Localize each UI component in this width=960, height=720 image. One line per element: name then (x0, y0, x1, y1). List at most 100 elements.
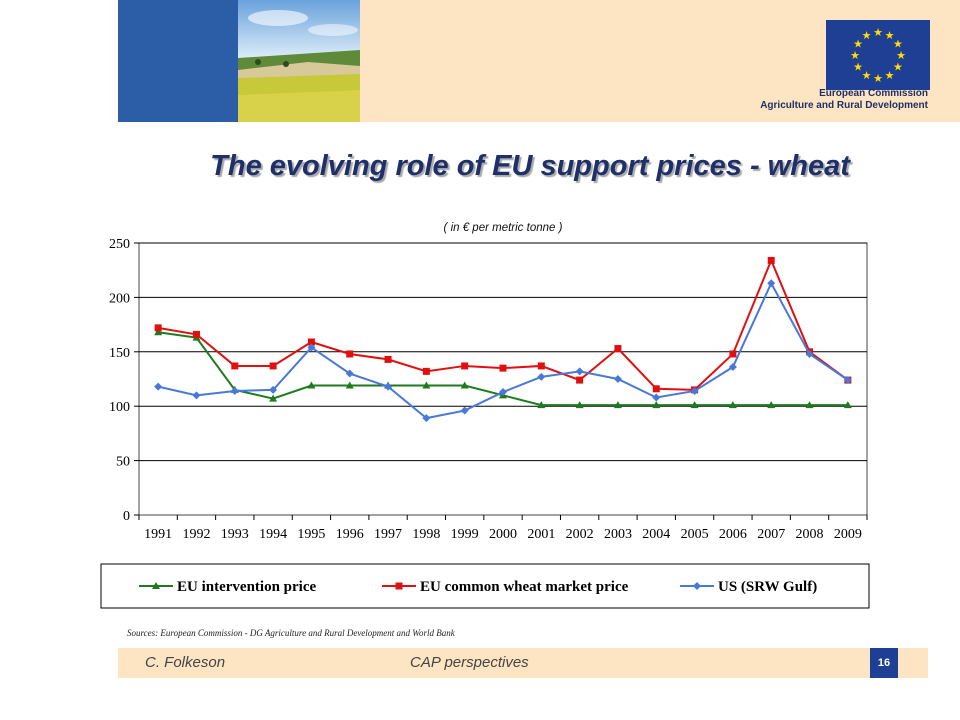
wheat-price-chart: ( in € per metric tonne ) 0 50 100 150 200 250… (92, 212, 882, 617)
data-point (537, 362, 545, 370)
data-point (345, 381, 354, 389)
data-point (843, 376, 852, 385)
legend-marker (693, 582, 701, 590)
eu-star-icon: ★ (853, 38, 863, 51)
data-point (384, 355, 392, 363)
data-point (729, 350, 737, 358)
data-point (154, 324, 162, 332)
data-point (230, 386, 239, 395)
y-tick-label: 0 (123, 509, 130, 524)
legend-marker (152, 582, 160, 589)
data-point (499, 364, 507, 372)
data-point (576, 376, 584, 384)
x-tick-label: 2003 (604, 527, 632, 542)
data-point (307, 338, 315, 346)
data-point (728, 401, 737, 409)
x-tick-label: 1994 (259, 527, 287, 542)
x-tick-label: 2000 (489, 527, 517, 542)
data-point (460, 406, 469, 415)
footer-center-text: CAP perspectives (410, 654, 529, 671)
x-tick-label: 2007 (757, 527, 785, 542)
eu-star-icon: ★ (893, 38, 903, 51)
x-tick-label: 2006 (719, 527, 747, 542)
data-point (422, 414, 431, 423)
data-point (192, 330, 200, 338)
y-tick-label: 100 (109, 400, 130, 415)
x-tick-label: 1991 (144, 527, 172, 542)
data-point (652, 401, 661, 409)
data-point (652, 385, 660, 393)
data-point (767, 401, 776, 409)
data-point (461, 362, 469, 370)
chart-subtitle: ( in € per metric tonne ) (444, 222, 563, 234)
landscape-photo (238, 0, 360, 122)
slide-title: The evolving role of EU support prices -… (210, 150, 850, 182)
header-blue-block (118, 0, 238, 122)
legend-box (100, 563, 870, 609)
data-point (575, 367, 584, 376)
footer-band (118, 648, 928, 678)
x-tick-label: 1999 (451, 527, 479, 542)
eu-star-icon: ★ (885, 69, 895, 82)
eu-star-icon: ★ (862, 29, 872, 42)
y-tick-label: 50 (116, 455, 130, 470)
data-point (307, 343, 316, 352)
data-point (192, 391, 201, 400)
x-tick-label: 2004 (642, 527, 670, 542)
data-point (690, 386, 699, 395)
data-point (422, 381, 431, 389)
data-point (460, 381, 469, 389)
x-tick-label: 1993 (221, 527, 249, 542)
data-point (613, 401, 622, 409)
plot-area (138, 242, 868, 516)
x-tick-label: 1996 (336, 527, 364, 542)
legend-marker (395, 582, 403, 590)
data-point (345, 369, 354, 378)
data-point (805, 401, 814, 409)
data-point (269, 394, 278, 402)
data-point (346, 350, 354, 358)
data-point (499, 388, 507, 397)
data-point (154, 382, 163, 391)
legend-label: EU intervention price (177, 579, 316, 595)
eu-star-icon: ★ (893, 61, 903, 74)
data-point (805, 349, 814, 358)
eu-star-icon: ★ (850, 49, 860, 62)
data-point (614, 345, 622, 353)
eu-star-icon: ★ (873, 26, 883, 39)
x-tick-label: 1992 (182, 527, 210, 542)
data-point (269, 385, 278, 394)
x-tick-label: 2005 (681, 527, 709, 542)
eu-star-icon: ★ (862, 69, 872, 82)
eu-star-icon: ★ (873, 72, 883, 85)
y-tick-label: 250 (109, 237, 130, 252)
data-point (767, 256, 775, 264)
x-tick-label: 2009 (834, 527, 862, 542)
y-tick-label: 200 (109, 291, 130, 306)
eu-flag-logo: ★ ★ ★ ★ ★ ★ ★ ★ ★ ★ ★ ★ (826, 20, 930, 90)
eu-star-icon: ★ (885, 29, 895, 42)
x-tick-label: 2008 (796, 527, 824, 542)
eu-star-icon: ★ (853, 61, 863, 74)
data-point (575, 401, 584, 409)
y-tick-label: 150 (109, 346, 130, 361)
data-point (767, 279, 776, 288)
source-note: Sources: European Commission - DG Agricu… (127, 628, 455, 638)
data-point (384, 382, 393, 391)
series-2 (154, 279, 852, 423)
legend-label: US (SRW Gulf) (718, 579, 817, 595)
data-point (690, 401, 699, 409)
data-point (422, 367, 430, 375)
eu-star-icon: ★ (896, 49, 906, 62)
x-tick-label: 2002 (566, 527, 594, 542)
data-point (231, 362, 239, 370)
data-point (843, 401, 852, 409)
data-point (537, 401, 546, 409)
data-point (307, 381, 316, 389)
footer-author: C. Folkeson (145, 654, 226, 671)
x-tick-label: 1995 (297, 527, 325, 542)
legend-label: EU common wheat market price (420, 579, 629, 595)
data-point (537, 372, 546, 381)
data-point (154, 328, 163, 336)
data-point (728, 363, 737, 372)
